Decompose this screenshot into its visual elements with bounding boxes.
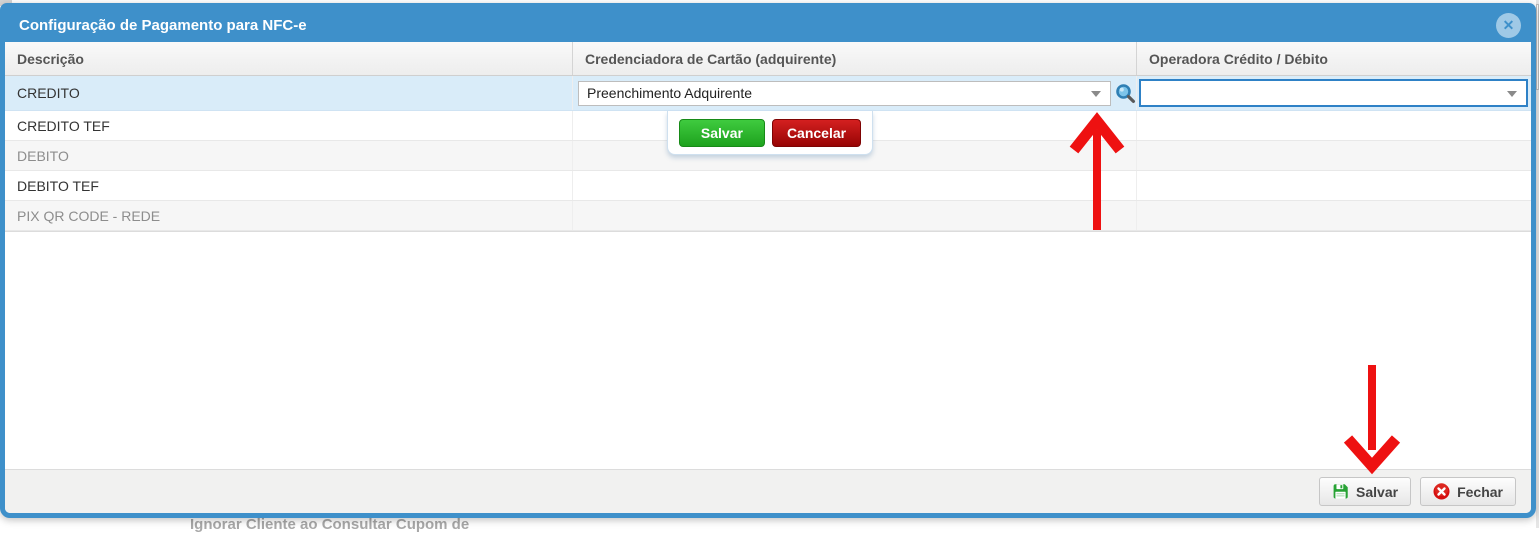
row-save-button[interactable]: Salvar	[678, 118, 765, 147]
cell-operadora	[1137, 111, 1531, 140]
table-row-pix-qr-code-rede[interactable]: PIX QR CODE - REDE	[5, 201, 1531, 231]
cell-descricao: CREDITO	[5, 76, 573, 110]
cell-credenciadora	[573, 111, 1137, 140]
cell-descricao: CREDITO TEF	[5, 111, 573, 140]
table-row-debito-tef[interactable]: DEBITO TEF	[5, 171, 1531, 201]
row-cancel-button[interactable]: Cancelar	[771, 118, 862, 147]
cell-descricao: DEBITO TEF	[5, 171, 573, 200]
cell-operadora-editor	[1137, 76, 1531, 110]
payment-config-dialog: Configuração de Pagamento para NFC-e ✕ D…	[0, 3, 1536, 518]
close-button-label: Fechar	[1457, 483, 1503, 500]
cell-credenciadora	[573, 141, 1137, 170]
search-icon[interactable]	[1115, 83, 1136, 104]
cell-descricao: PIX QR CODE - REDE	[5, 201, 573, 230]
red-x-circle-icon	[1433, 483, 1450, 500]
cell-credenciadora-editor: Preenchimento Adquirente	[573, 76, 1137, 110]
dialog-titlebar: Configuração de Pagamento para NFC-e ✕	[5, 8, 1531, 42]
column-header-credenciadora: Credenciadora de Cartão (adquirente)	[573, 42, 1137, 75]
column-header-descricao: Descrição	[5, 42, 573, 75]
table-row-credito[interactable]: CREDITO Preenchimento Adquirente	[5, 76, 1531, 111]
cell-credenciadora	[573, 201, 1137, 230]
save-button-label: Salvar	[1356, 483, 1399, 500]
floppy-disk-icon	[1332, 483, 1349, 500]
column-header-operadora: Operadora Crédito / Débito	[1149, 50, 1328, 67]
cell-descricao: DEBITO	[5, 141, 573, 170]
table-header-row: Descrição Credenciadora de Cartão (adqui…	[5, 42, 1531, 76]
close-icon[interactable]: ✕	[1496, 12, 1521, 38]
cell-operadora	[1137, 171, 1531, 200]
credenciadora-value: Preenchimento Adquirente	[587, 85, 752, 101]
operadora-combobox[interactable]	[1139, 79, 1528, 107]
dialog-footer: Salvar Fechar	[5, 469, 1531, 513]
cell-operadora	[1137, 201, 1531, 230]
chevron-down-icon	[1091, 91, 1101, 97]
dialog-title: Configuração de Pagamento para NFC-e	[19, 16, 307, 34]
save-button[interactable]: Salvar	[1319, 477, 1412, 506]
cell-operadora	[1137, 141, 1531, 170]
cell-credenciadora	[573, 171, 1137, 200]
chevron-down-icon	[1507, 91, 1517, 97]
page-scrollbar-track[interactable]	[1536, 0, 1539, 528]
credenciadora-combobox[interactable]: Preenchimento Adquirente	[578, 80, 1111, 106]
background-cropped-text: Ignorar Cliente ao Consultar Cupom de	[190, 516, 470, 533]
close-button[interactable]: Fechar	[1420, 477, 1516, 506]
row-editor-popup: Salvar Cancelar	[667, 111, 873, 155]
